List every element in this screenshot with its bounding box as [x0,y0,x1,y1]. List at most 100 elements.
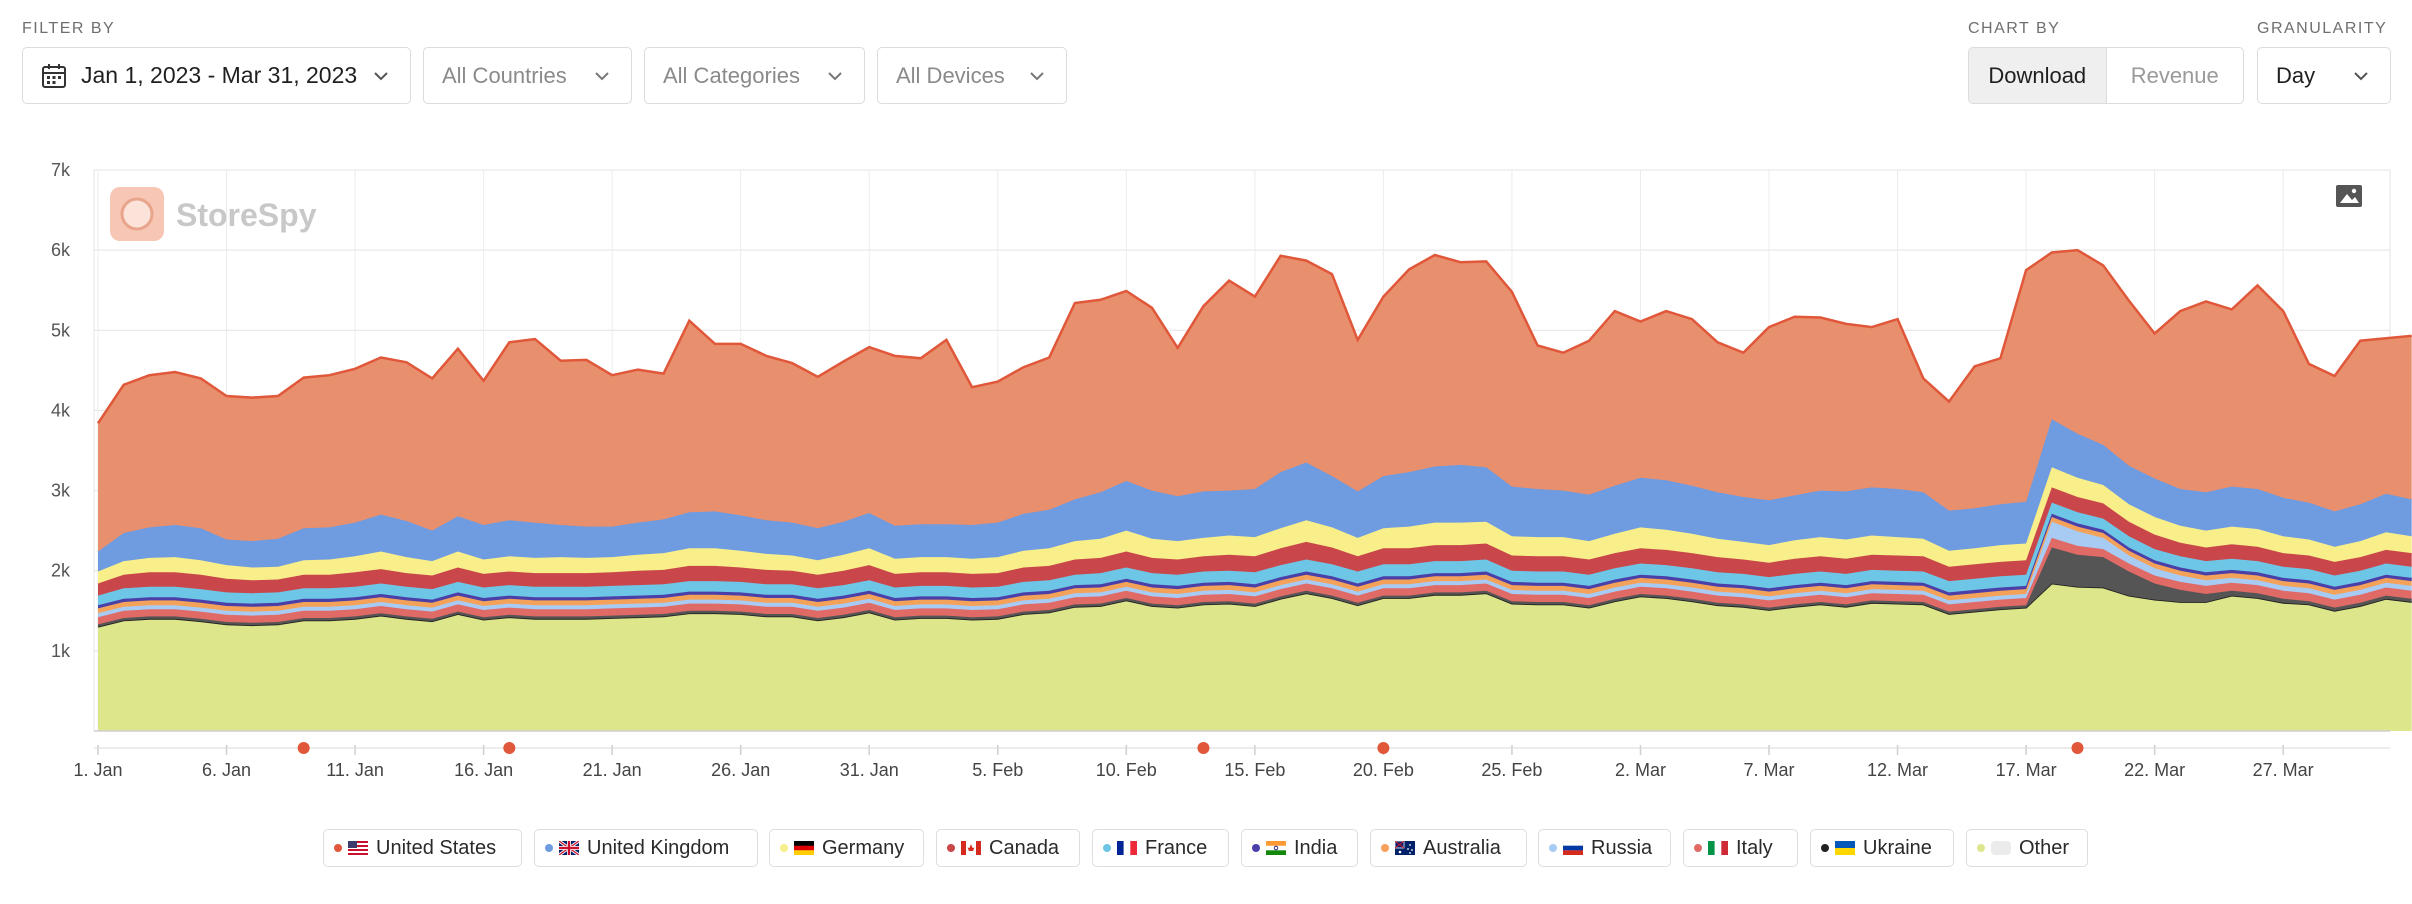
y-tick-label: 7k [51,160,71,180]
legend-dot [1549,844,1557,852]
legend-dot [1977,844,1985,852]
legend-item-france[interactable]: France [1092,829,1229,867]
event-marker[interactable] [2071,742,2084,754]
chevron-down-icon [2350,65,2372,87]
y-tick-label: 4k [51,400,71,420]
revenue-option[interactable]: Revenue [2105,48,2244,103]
x-tick-label: 15. Feb [1224,760,1285,780]
devices-value: All Devices [896,62,1005,88]
legend-item-united-states[interactable]: United States [323,829,522,867]
flag-none-icon [1991,841,2011,855]
countries-dropdown[interactable]: All Countries [423,47,632,104]
legend-item-germany[interactable]: Germany [769,829,924,867]
legend-label: United States [376,836,497,859]
flag-de-icon [794,841,814,855]
legend-item-canada[interactable]: Canada [936,829,1080,867]
x-tick-label: 1. Jan [73,760,122,780]
area-united-states [98,250,2412,552]
x-tick-label: 12. Mar [1867,760,1928,780]
line-united-states [96,248,2412,424]
chevron-down-icon [370,65,392,87]
legend-label: France [1145,836,1208,859]
legend-label: Australia [1423,836,1501,859]
area-other [98,583,2412,731]
area-germany [98,467,2412,584]
x-tick-label: 26. Jan [711,760,770,780]
downloads-area-chart: 1k 2k 3k 4k 5k 6k 7k 1. Jan 6. Jan 11. Jan 16. Ja… [51,160,2412,780]
area-united-kingdom [98,419,2412,572]
legend-label: Germany [822,836,905,859]
legend-label: Russia [1591,836,1653,859]
legend-dot [1694,844,1702,852]
x-tick-label: 5. Feb [972,760,1023,780]
date-range-value: Jan 1, 2023 - Mar 31, 2023 [81,62,358,88]
event-marker[interactable] [503,742,516,754]
chevron-down-icon [824,65,846,87]
flag-it-icon [1708,841,1728,855]
legend-label: India [1294,836,1338,859]
legend-item-india[interactable]: India [1241,829,1358,867]
y-tick-label: 2k [51,561,71,581]
legend-item-italy[interactable]: Italy [1683,829,1798,867]
flag-ru-icon [1563,841,1583,855]
legend-label: Italy [1736,836,1773,859]
area-russia [98,521,2412,618]
legend-dot [947,844,955,852]
legend-item-other[interactable]: Other [1966,829,2088,867]
legend-item-australia[interactable]: Australia [1370,829,1527,867]
flag-us-icon [348,841,368,855]
legend-label: Canada [989,836,1060,859]
x-tick-label: 25. Feb [1481,760,1542,780]
granularity-value: Day [2276,62,2316,88]
legend-dot [334,844,342,852]
legend-dot [780,844,788,852]
x-tick-label: 27. Mar [2253,760,2314,780]
date-range-dropdown[interactable]: Jan 1, 2023 - Mar 31, 2023 [22,47,411,104]
event-marker[interactable] [1377,742,1390,754]
y-tick-label: 1k [51,641,71,661]
categories-dropdown[interactable]: All Categories [644,47,865,104]
x-tick-label: 22. Mar [2124,760,2185,780]
granularity-label: GRANULARITY [2257,20,2388,37]
y-tick-label: 6k [51,240,71,260]
legend-label: Ukraine [1863,836,1932,859]
legend-label: United Kingdom [587,836,730,859]
area-australia [98,517,2412,614]
x-tick-label: 10. Feb [1096,760,1157,780]
filter-by-label: FILTER BY [22,20,116,37]
export-image-icon[interactable] [2336,185,2362,207]
calendar-icon [41,63,67,89]
legend-item-ukraine[interactable]: Ukraine [1810,829,1954,867]
devices-dropdown[interactable]: All Devices [877,47,1067,104]
legend-label: Other [2019,836,2070,859]
granularity-dropdown[interactable]: Day [2257,47,2391,104]
flag-in-icon [1266,841,1286,855]
event-marker[interactable] [297,742,310,754]
x-tick-label: 31. Jan [840,760,899,780]
x-tick-label: 17. Mar [1996,760,2057,780]
x-tick-label: 20. Feb [1353,760,1414,780]
chart-by-label: CHART BY [1968,20,2061,37]
watermark-text: StoreSpy [176,197,317,233]
flag-ca-icon [961,841,981,855]
x-tick-label: 7. Mar [1744,760,1795,780]
x-tick-label: 2. Mar [1615,760,1666,780]
area-france [98,502,2412,606]
event-marker[interactable] [1197,742,1210,754]
legend-dot [1381,844,1389,852]
legend-dot [1252,844,1260,852]
legend-item-russia[interactable]: Russia [1538,829,1671,867]
countries-value: All Countries [442,62,567,88]
x-tick-label: 16. Jan [454,760,513,780]
flag-fr-icon [1117,841,1137,855]
categories-value: All Categories [663,62,800,88]
legend-item-united-kingdom[interactable]: United Kingdom [534,829,758,867]
flag-ua-icon [1835,841,1855,855]
y-tick-label: 3k [51,481,71,501]
chart-by-toggle[interactable]: Download Revenue [1968,47,2244,104]
download-option[interactable]: Download [1969,48,2106,103]
legend-dot [1821,844,1829,852]
flag-au-icon [1395,841,1415,855]
x-tick-label: 11. Jan [326,760,384,780]
x-tick-label: 6. Jan [202,760,251,780]
